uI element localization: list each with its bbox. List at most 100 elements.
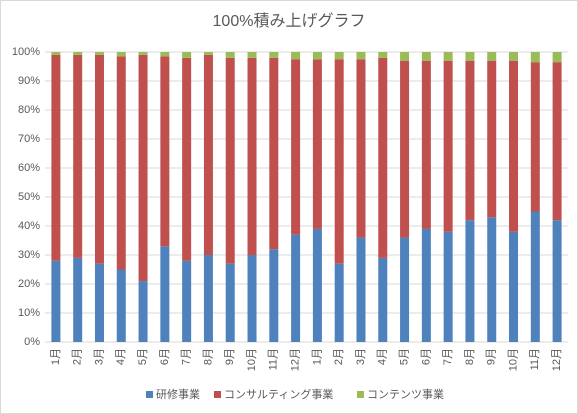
bar-segment [225,57,235,264]
bar-segment [203,54,213,256]
x-tick-label: 1月 [311,348,323,365]
x-tick-label: 3月 [355,348,367,365]
legend-label: コンサルティング事業 [224,387,333,401]
x-tick-label: 4月 [377,348,389,365]
y-tick-label: 0% [24,336,40,348]
x-tick-label: 12月 [290,348,302,371]
x-tick-label: 11月 [268,348,280,370]
y-tick-label: 50% [18,191,40,203]
bar-segment [138,281,148,342]
bar-segment [312,59,322,229]
bar-segment [465,60,475,221]
bar-segment [334,263,344,342]
bar-segment [487,217,497,342]
x-tick-label: 5月 [398,348,410,365]
x-tick-label: 11月 [529,348,541,370]
bar-segment [73,52,83,55]
bar-segment [160,56,170,247]
bar-segment [552,62,562,221]
bar-segment [116,56,126,270]
bar-segment [94,54,104,264]
bar-segment [51,52,61,55]
bar-segment [182,260,192,342]
bar-segment [160,52,170,57]
bar-segment [182,57,192,261]
bar-segment [400,60,410,238]
bar-segment [400,52,410,61]
bar-segment [160,246,170,342]
bar-segment [269,249,279,342]
bar-segment [509,60,519,232]
y-tick-label: 90% [18,75,40,87]
bar-segment [291,59,301,235]
bar-segment [269,52,279,58]
y-tick-label: 60% [18,162,40,174]
x-tick-label: 10月 [246,348,258,371]
bar-segment [487,60,497,218]
x-tick-label: 2月 [72,348,84,365]
y-tick-label: 70% [18,133,40,145]
x-tick-label: 10月 [507,348,519,371]
bar-segment [421,60,431,229]
x-tick-label: 12月 [551,348,563,371]
bar-segment [443,60,453,232]
bar-segment [443,52,453,61]
legend-swatch [214,391,221,398]
bar-segment [552,220,562,342]
bar-segment [378,57,388,258]
bar-segment [203,52,213,55]
x-tick-label: 8月 [202,348,214,365]
legend-label: 研修事業 [156,387,200,401]
bar-segment [530,52,540,63]
bar-segment [291,234,301,342]
bar-segment [334,59,344,264]
x-tick-label: 2月 [333,348,345,365]
bar-segment [51,54,61,261]
y-tick-label: 30% [18,249,40,261]
y-tick-label: 40% [18,220,40,232]
x-tick-label: 4月 [115,348,127,365]
bar-segment [356,59,366,238]
chart-title: 100%積み上げグラフ [213,12,366,30]
bar-segment [312,228,322,342]
bar-segment [73,54,83,258]
bar-segment [116,269,126,342]
bar-segment [116,52,126,57]
bar-segment [138,52,148,55]
bar-segment [138,54,148,282]
bar-segment [334,52,344,60]
bar-segment [356,237,366,342]
legend-swatch [146,391,153,398]
x-tick-label: 3月 [93,348,105,365]
bar-segment [51,260,61,342]
y-tick-label: 10% [18,307,40,319]
y-tick-label: 100% [12,46,40,58]
bar-segment [269,57,279,250]
bar-segment [291,52,301,60]
x-tick-label: 9月 [224,348,236,365]
bar-segment [203,255,213,342]
bar-segment [225,52,235,58]
bar-segment [182,52,192,58]
bar-segment [400,237,410,342]
bar-segment [530,62,540,212]
bar-segment [73,257,83,342]
x-tick-label: 6月 [420,348,432,365]
bar-segment [247,57,257,255]
legend-swatch [357,391,364,398]
bar-segment [530,211,540,342]
bar-segment [247,52,257,58]
bar-segment [443,231,453,342]
legend-label: コンテンツ事業 [367,388,444,401]
y-tick-label: 80% [18,104,40,116]
bar-segment [94,52,104,55]
bar-segment [247,255,257,342]
bar-segment [356,52,366,60]
bar-segment [421,228,431,342]
bar-segment [378,257,388,342]
x-tick-label: 7月 [181,348,193,365]
x-tick-label: 9月 [486,348,498,365]
bar-segment [552,52,562,63]
